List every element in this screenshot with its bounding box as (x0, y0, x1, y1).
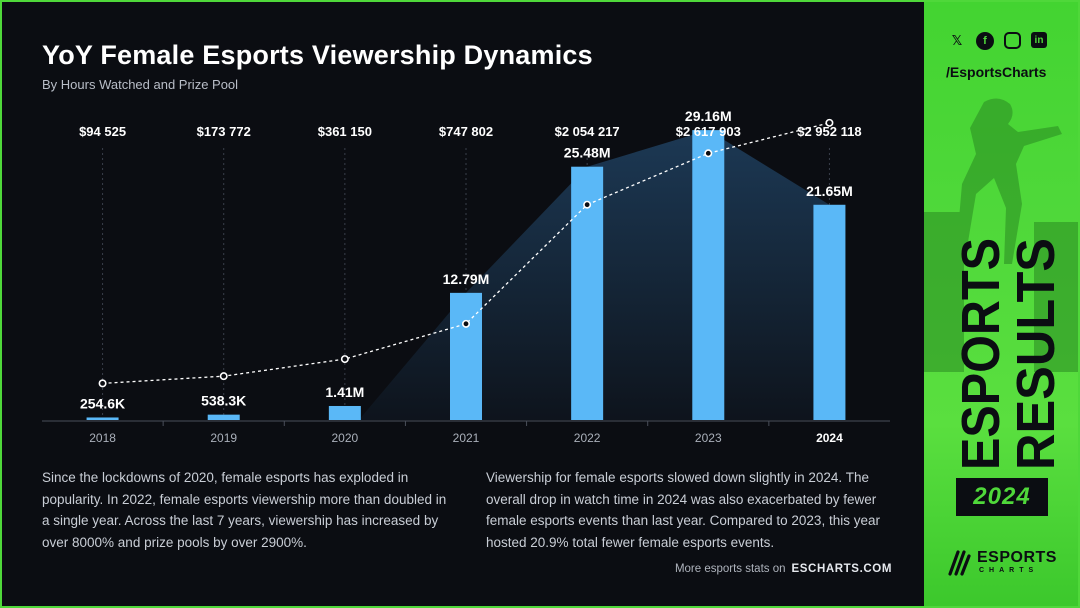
footer-link[interactable]: ESCHARTS.COM (791, 563, 892, 575)
prize-label-2019: $173 772 (197, 124, 251, 139)
instagram-icon[interactable] (1004, 32, 1021, 49)
prize-label-2018: $94 525 (79, 124, 126, 139)
linkedin-icon[interactable]: in (1031, 32, 1047, 48)
esports-charts-logo[interactable]: ESPORTS CHARTS (946, 548, 1057, 576)
prize-point-2019 (219, 372, 228, 381)
vertical-title-line1: ESPORTS (951, 238, 1011, 470)
bar-label-2018: 254.6K (80, 395, 125, 411)
x-tick-label-2018: 2018 (89, 431, 116, 445)
facebook-icon[interactable]: f (976, 32, 994, 50)
x-tick-label-2020: 2020 (332, 431, 359, 445)
prize-label-2020: $361 150 (318, 124, 372, 139)
logo-mark-icon (948, 550, 971, 576)
bar-label-2023: 29.16M (685, 108, 732, 124)
prize-label-2023: $2 617 903 (676, 124, 741, 139)
footer-text: More esports stats on (674, 563, 786, 575)
logo-line2: CHARTS (979, 566, 1039, 574)
x-tick-label-2019: 2019 (210, 431, 237, 445)
prize-point-2024 (825, 118, 834, 127)
prize-point-2018 (98, 379, 107, 388)
chart: 254.6K 538.3K 1.41M 12.79M 25.48M 29.16M 21.65… (42, 108, 890, 445)
sidebar: 𝕏 f in /EsportsCharts ESPORTS RESULTS 20… (924, 2, 1078, 606)
logo-line1: ESPORTS (977, 548, 1057, 566)
main-panel: YoY Female Esports Viewership Dynamics B… (2, 2, 924, 606)
bar-2022 (571, 166, 604, 420)
prize-point-2022 (583, 200, 592, 209)
soldier-silhouette-image (924, 98, 1078, 372)
bar-2020 (328, 405, 361, 420)
year-badge: 2024 (956, 478, 1048, 516)
social-icons: 𝕏 f in (948, 32, 1047, 50)
bar-label-2024: 21.65M (806, 183, 853, 199)
prize-point-2023 (704, 149, 713, 158)
bar-2024 (813, 204, 846, 420)
prize-label-2024: $2 952 118 (797, 124, 861, 139)
footer: More esports stats on ESCHARTS.COM (675, 563, 892, 575)
bar-2023 (692, 130, 725, 420)
prize-point-2021 (461, 319, 470, 328)
x-icon[interactable]: 𝕏 (951, 33, 963, 48)
bar-label-2020: 1.41M (325, 384, 364, 400)
vertical-title: ESPORTS RESULTS (951, 238, 1066, 470)
bar-label-2021: 12.79M (443, 271, 490, 287)
prize-label-2022: $2 054 217 (555, 124, 620, 139)
bar-label-2022: 25.48M (564, 145, 611, 161)
chart-title: YoY Female Esports Viewership Dynamics (42, 40, 593, 70)
vertical-title-line2: RESULTS (1006, 238, 1066, 470)
x-tick-label-2021: 2021 (453, 431, 480, 445)
paragraph-right: Viewership for female esports slowed dow… (486, 470, 880, 550)
social-handle[interactable]: /EsportsCharts (946, 64, 1047, 80)
bar-label-2019: 538.3K (201, 393, 246, 409)
x-tick-label-2024: 2024 (816, 431, 843, 445)
chart-subtitle: By Hours Watched and Prize Pool (42, 77, 239, 92)
prize-label-2021: $747 802 (439, 124, 493, 139)
bar-2018 (86, 417, 119, 420)
paragraph-left: Since the lockdowns of 2020, female espo… (42, 470, 447, 550)
bar-2019 (207, 414, 240, 420)
x-tick-label-2022: 2022 (574, 431, 601, 445)
prize-point-2020 (340, 355, 349, 364)
x-tick-label-2023: 2023 (695, 431, 722, 445)
